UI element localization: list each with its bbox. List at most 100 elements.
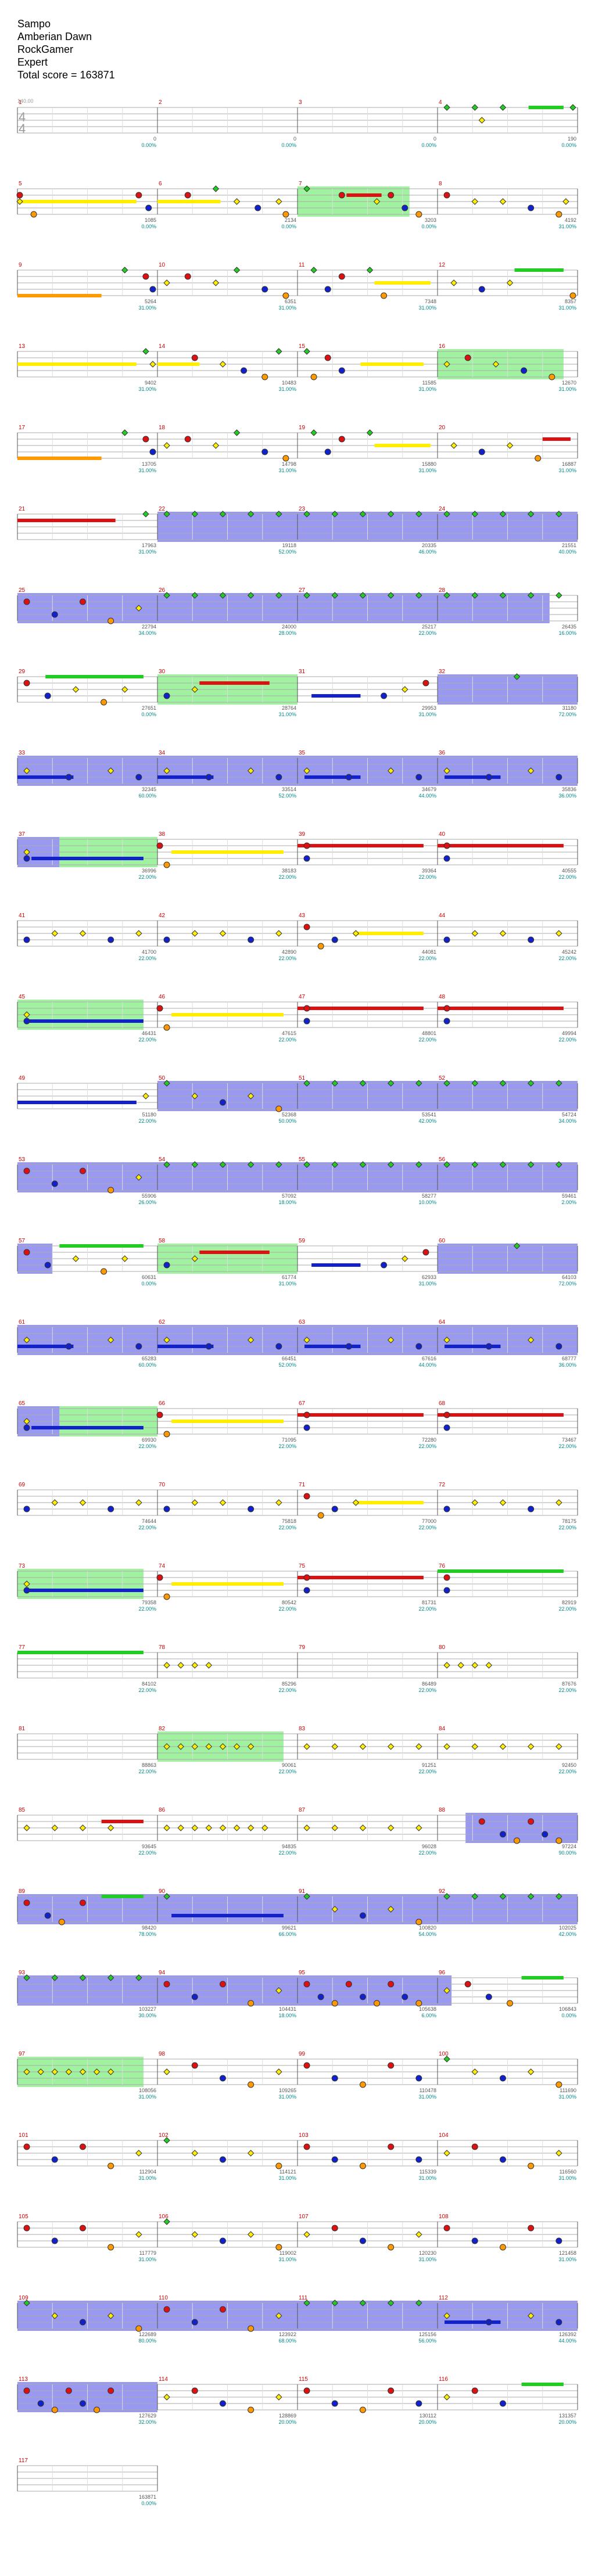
measure-score: 17963 bbox=[142, 542, 156, 548]
note-gem bbox=[499, 930, 507, 937]
note-gem bbox=[163, 2394, 170, 2401]
note-gem bbox=[135, 930, 142, 937]
note-gem bbox=[415, 592, 422, 599]
measure-percent: 22.00% bbox=[138, 874, 156, 880]
measure-percent: 31.00% bbox=[138, 2175, 156, 2181]
note-gem bbox=[549, 373, 555, 380]
note-gem bbox=[388, 2143, 395, 2150]
note-gem bbox=[331, 511, 338, 518]
note-gem bbox=[233, 198, 241, 205]
note-gem bbox=[555, 2237, 562, 2244]
measure-percent: 26.00% bbox=[138, 1199, 156, 1205]
note-gem bbox=[282, 455, 289, 462]
note-gem bbox=[79, 930, 87, 937]
note-gem bbox=[359, 2300, 367, 2306]
measure-percent: 31.00% bbox=[558, 2094, 576, 2100]
note-gem bbox=[142, 511, 149, 518]
measure-percent: 31.00% bbox=[138, 2094, 156, 2100]
measure-number: 14 bbox=[159, 343, 166, 350]
note-gem bbox=[387, 1906, 395, 1913]
note-gem bbox=[282, 211, 289, 218]
measure-score: 11585 bbox=[422, 380, 436, 386]
note-gem bbox=[107, 2162, 114, 2169]
measure-number: 28 bbox=[439, 587, 446, 594]
note-gem bbox=[23, 1167, 30, 1174]
note-gem bbox=[135, 774, 142, 781]
note-gem bbox=[219, 1981, 226, 1988]
measure-percent: 22.00% bbox=[558, 955, 576, 961]
note-gem bbox=[303, 2300, 310, 2306]
measure-percent: 31.00% bbox=[418, 1281, 436, 1287]
measure-percent: 22.00% bbox=[278, 955, 296, 961]
note-gem bbox=[443, 1743, 450, 1750]
note-gem bbox=[275, 930, 282, 937]
note-gem bbox=[443, 1574, 450, 1581]
note-gem bbox=[275, 2162, 282, 2169]
note-gem bbox=[331, 1824, 338, 1831]
note-gem bbox=[443, 1893, 450, 1900]
measure-score: 33514 bbox=[282, 786, 296, 792]
measure-score: 3203 bbox=[425, 217, 436, 223]
note-gem bbox=[528, 2225, 535, 2232]
measure-percent: 31.00% bbox=[418, 305, 436, 311]
measure-score: 45242 bbox=[562, 949, 576, 955]
measure-score: 31180 bbox=[562, 705, 576, 711]
measure-number: 63 bbox=[299, 1319, 306, 1325]
measure-number: 108 bbox=[439, 2214, 449, 2220]
measure-number: 115 bbox=[299, 2376, 308, 2383]
measure-number: 6 bbox=[159, 181, 162, 187]
measure-number: 33 bbox=[19, 750, 26, 756]
note-gem bbox=[163, 1080, 170, 1087]
measure-score: 87676 bbox=[562, 1681, 576, 1687]
note-gem bbox=[149, 286, 156, 293]
measure-score: 99621 bbox=[282, 1925, 296, 1931]
note-gem bbox=[156, 1411, 163, 1418]
note-gem bbox=[79, 2225, 86, 2232]
note-gem bbox=[23, 1974, 30, 1981]
note-gem bbox=[303, 767, 310, 774]
note-gem bbox=[149, 448, 156, 455]
note-gem bbox=[51, 2237, 58, 2244]
measure-score: 112904 bbox=[139, 2169, 156, 2175]
note-gem bbox=[79, 2319, 86, 2326]
note-gem bbox=[163, 861, 170, 868]
note-gem bbox=[275, 348, 282, 355]
measure-score: 120230 bbox=[419, 2250, 436, 2256]
note-gem bbox=[415, 1918, 422, 1925]
note-gem bbox=[381, 1262, 388, 1269]
measure-number: 18 bbox=[159, 425, 166, 431]
note-gem bbox=[247, 2150, 255, 2157]
measure-number: 57 bbox=[19, 1238, 26, 1244]
note-gem bbox=[555, 1499, 562, 1506]
measure-score: 49994 bbox=[562, 1030, 576, 1036]
measure-percent: 40.00% bbox=[558, 549, 576, 555]
note-gem bbox=[191, 1662, 198, 1669]
note-gem bbox=[499, 104, 507, 111]
measure-score: 59461 bbox=[562, 1193, 576, 1199]
measure-number: 92 bbox=[439, 1888, 446, 1895]
measure-score: 121458 bbox=[559, 2250, 576, 2256]
measure-percent: 22.00% bbox=[278, 1769, 296, 1774]
note-gem bbox=[65, 1343, 72, 1350]
note-gem bbox=[79, 1499, 87, 1506]
measure-percent: 0.00% bbox=[281, 224, 296, 229]
note-gem bbox=[471, 1893, 478, 1900]
note-gem bbox=[352, 1499, 360, 1506]
note-gem bbox=[191, 592, 198, 599]
note-gem bbox=[51, 2312, 58, 2319]
measure-number: 69 bbox=[19, 1482, 26, 1488]
note-gem bbox=[275, 1987, 282, 1994]
note-gem bbox=[219, 1743, 227, 1750]
note-gem bbox=[555, 592, 562, 599]
measure-number: 53 bbox=[19, 1156, 26, 1163]
note-gem bbox=[338, 436, 345, 443]
measure-number: 68 bbox=[439, 1400, 446, 1407]
note-gem bbox=[248, 2000, 255, 2007]
note-gem bbox=[219, 361, 227, 368]
measure-percent: 31.00% bbox=[278, 2257, 296, 2262]
measure-percent: 44.00% bbox=[558, 2338, 576, 2344]
measure-score: 62933 bbox=[422, 1274, 436, 1280]
note-gem bbox=[535, 455, 542, 462]
measure-score: 123922 bbox=[279, 2331, 296, 2337]
note-gem bbox=[79, 2400, 86, 2407]
